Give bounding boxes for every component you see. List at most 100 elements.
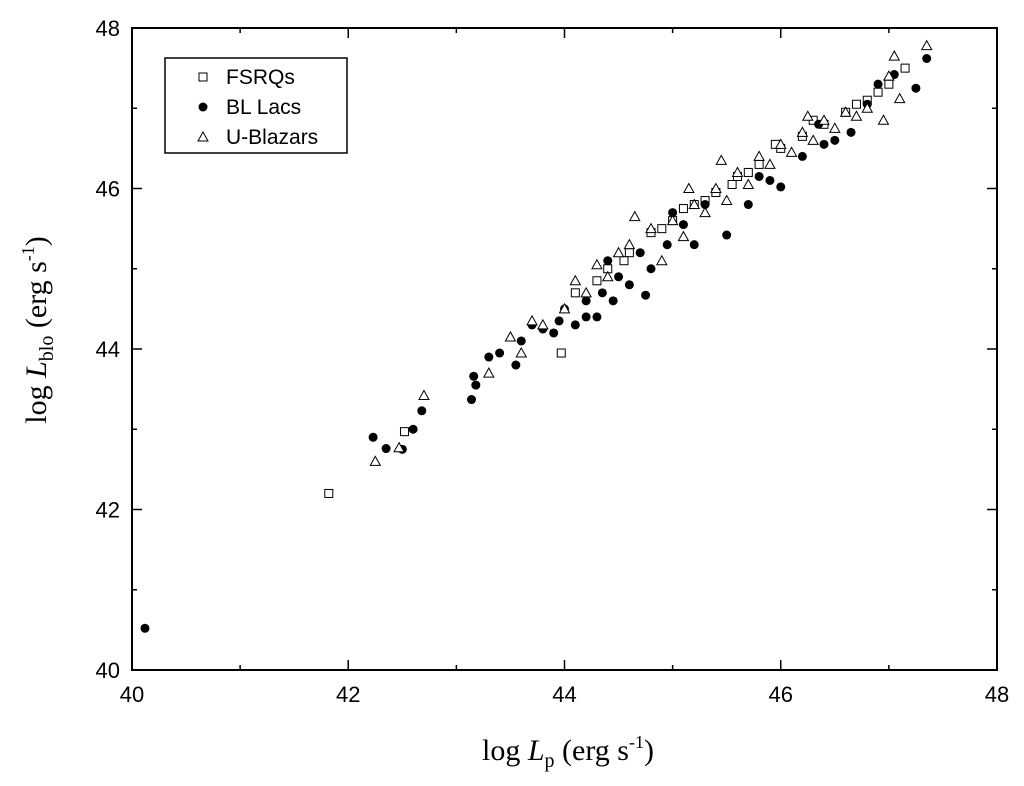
data-point	[893, 92, 906, 104]
data-point	[581, 312, 591, 322]
y-tick-label: 46	[96, 177, 120, 202]
data-point	[765, 175, 775, 185]
y-tick-label: 42	[96, 498, 120, 523]
x-tick-label: 46	[769, 682, 793, 707]
data-point	[731, 166, 744, 177]
data-point	[608, 296, 618, 306]
data-point	[785, 146, 798, 157]
data-point	[624, 248, 634, 258]
data-point	[920, 39, 933, 51]
data-point	[603, 256, 613, 266]
data-point	[645, 222, 657, 234]
data-point	[722, 230, 732, 240]
data-point	[558, 302, 571, 314]
data-point	[720, 194, 733, 206]
data-point	[641, 290, 651, 300]
data-point	[549, 328, 559, 338]
data-point	[819, 139, 829, 149]
data-point	[601, 270, 614, 282]
data-point	[597, 288, 607, 298]
data-point	[668, 208, 678, 218]
data-point	[754, 159, 764, 169]
data-point	[743, 167, 753, 177]
data-point	[662, 240, 672, 250]
data-point	[399, 427, 409, 437]
data-point	[646, 264, 656, 274]
data-point	[873, 87, 883, 97]
data-point	[614, 272, 624, 282]
data-points	[140, 39, 933, 633]
data-point	[469, 371, 479, 381]
data-point	[678, 220, 688, 230]
data-point	[504, 330, 517, 342]
data-point	[140, 623, 150, 633]
data-point	[743, 200, 753, 210]
data-point	[861, 102, 874, 113]
data-point	[850, 110, 863, 121]
x-tick-label: 40	[120, 682, 144, 707]
data-point	[537, 318, 549, 330]
x-tick-label: 48	[985, 682, 1009, 707]
data-point	[516, 336, 526, 346]
data-point	[774, 138, 787, 149]
data-point	[471, 380, 481, 390]
x-tick-label: 44	[552, 682, 576, 707]
data-point	[368, 432, 378, 442]
data-point	[612, 246, 625, 258]
data-point	[623, 238, 636, 250]
data-point	[408, 424, 418, 434]
data-point	[883, 70, 895, 81]
data-point	[635, 248, 645, 258]
y-tick-label: 48	[96, 16, 120, 41]
y-tick-label: 44	[96, 337, 120, 362]
data-point	[592, 312, 602, 322]
data-point	[828, 122, 841, 133]
data-point	[764, 158, 776, 169]
data-point	[922, 53, 932, 63]
data-point	[495, 348, 505, 358]
data-point	[678, 204, 688, 214]
x-tick-label: 42	[336, 682, 360, 707]
series-u-blazars	[369, 39, 933, 466]
data-point	[655, 254, 668, 266]
data-point	[888, 50, 901, 61]
data-point	[851, 99, 861, 109]
data-point	[727, 179, 737, 189]
data-point	[515, 346, 528, 358]
data-point	[467, 395, 477, 405]
data-point	[666, 214, 679, 226]
data-point	[873, 79, 883, 89]
data-point	[482, 367, 495, 378]
legend-marker	[198, 102, 208, 112]
data-point	[526, 314, 538, 326]
data-point	[807, 134, 820, 145]
data-point	[688, 198, 701, 210]
legend: FSRQs BL Lacs U-Blazars	[164, 57, 348, 154]
data-point	[900, 63, 910, 73]
data-point	[801, 110, 814, 121]
data-point	[742, 178, 755, 189]
data-point	[699, 206, 711, 218]
data-point	[369, 455, 382, 466]
data-point	[381, 444, 391, 454]
series-bl-lacs	[140, 53, 932, 633]
legend-marker	[197, 130, 209, 142]
data-point	[580, 286, 592, 298]
data-point	[393, 441, 405, 453]
data-point	[417, 406, 427, 416]
data-point	[418, 389, 430, 401]
data-point	[570, 320, 580, 330]
data-point	[818, 114, 830, 125]
data-point	[839, 106, 852, 117]
data-point	[689, 240, 699, 250]
data-point	[753, 150, 765, 161]
data-point	[569, 274, 582, 286]
data-point	[710, 182, 722, 193]
legend-label: U-Blazars	[226, 126, 318, 149]
data-point	[677, 230, 690, 242]
data-point	[877, 114, 890, 125]
data-point	[619, 256, 629, 266]
data-point	[657, 224, 667, 234]
